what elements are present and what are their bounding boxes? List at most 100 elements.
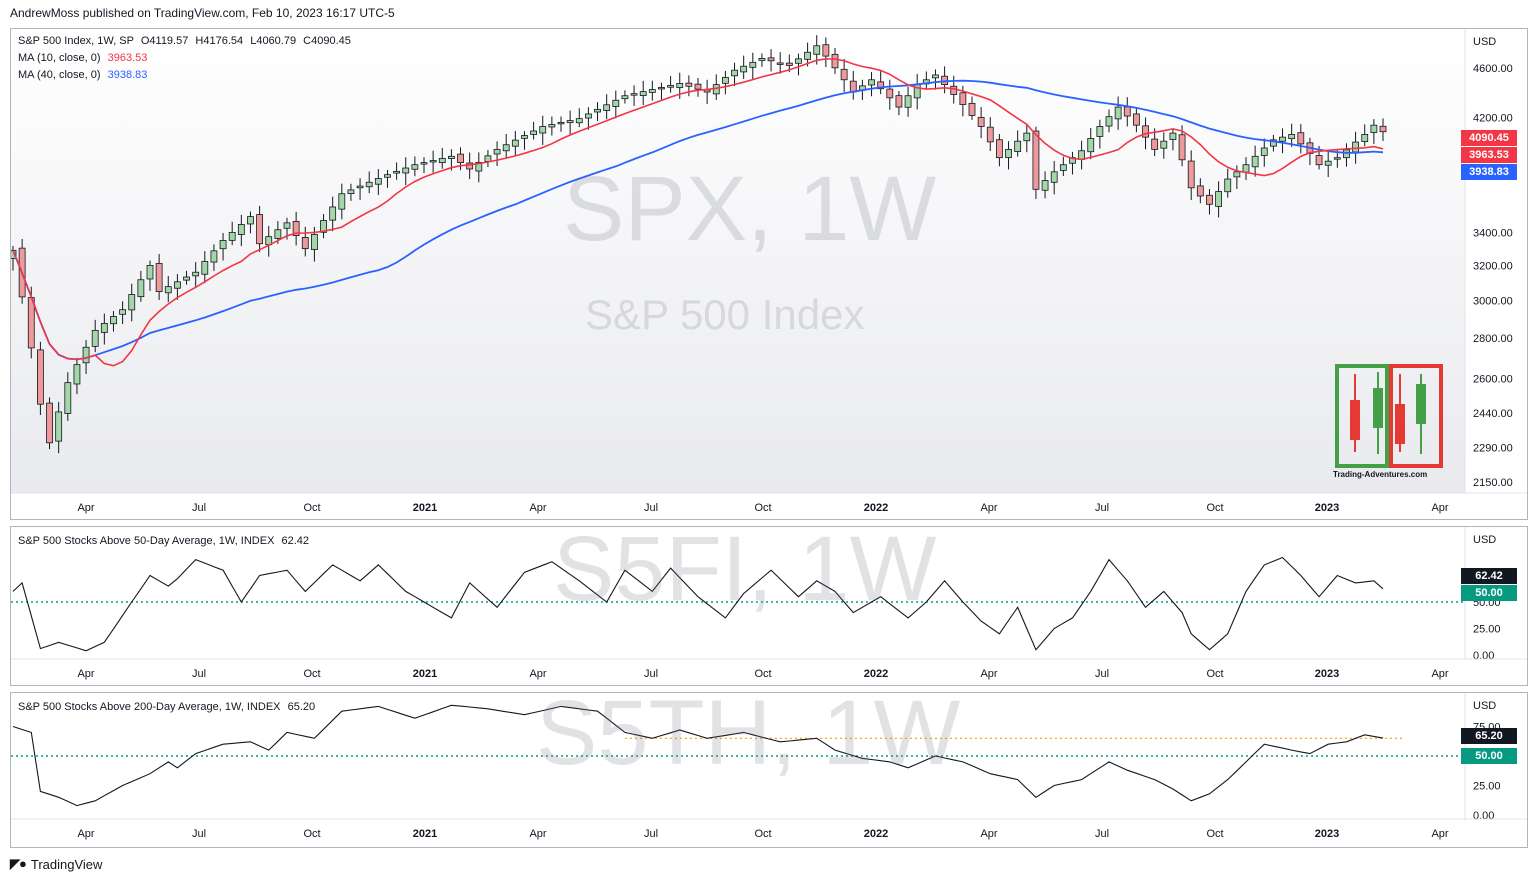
price-tick-label: 4200.00 (1473, 112, 1513, 124)
candle-up (758, 58, 766, 61)
candle-up (1260, 147, 1268, 156)
time-tick-label: Jul (644, 502, 658, 514)
candle-up (447, 155, 455, 159)
candle-up (1251, 155, 1259, 168)
candle-up (813, 45, 821, 55)
legend-high: H4176.54 (195, 35, 244, 47)
ma40-line (12, 79, 1384, 361)
candle-up (274, 229, 282, 239)
candlestick-chart[interactable]: USD 4600.00 4200.00 3400.00 3200.00 3000.00 28… (11, 29, 1527, 519)
name-watermark: S&P 500 Index (585, 291, 865, 338)
candle-down (886, 88, 894, 99)
candle-up (740, 65, 748, 73)
candle-up (1370, 124, 1378, 133)
price-tick-label: 4600.00 (1473, 63, 1513, 75)
candle-up (100, 322, 108, 333)
time-tick-label: Apr (77, 502, 94, 514)
tradingview-footer[interactable]: ◤● TradingView (10, 856, 102, 872)
candle-down (1206, 194, 1213, 205)
s5fi-line-chart[interactable]: USD75.0050.0025.000.00AprJulOct2021AprJu… (11, 527, 1527, 685)
time-tick-label: Oct (303, 668, 320, 680)
candle-up (594, 108, 601, 113)
time-tick-label: Apr (980, 502, 997, 514)
time-tick-label: 2022 (864, 502, 888, 514)
candle-up (91, 329, 99, 347)
candle-down (1196, 185, 1204, 197)
candle-up (11, 249, 17, 259)
s5th-panel[interactable]: S5TH, 1W USD75.0050.0025.000.00AprJulOct… (10, 692, 1528, 848)
time-tick-label: Apr (1431, 668, 1448, 680)
legend-ma10-value: 3963.53 (107, 52, 148, 64)
candle-up (548, 124, 556, 128)
candle-up (438, 157, 446, 164)
ma10-line (12, 58, 1384, 367)
s5th-line-chart[interactable]: USD75.0050.0025.000.00AprJulOct2021AprJu… (11, 693, 1527, 847)
price-tick-label: 2440.00 (1473, 408, 1513, 420)
s5th-legend: S&P 500 Stocks Above 200-Day Average, 1W… (18, 699, 315, 716)
candle-up (630, 93, 638, 96)
candle-up (804, 51, 811, 60)
y-tick-label: 25.00 (1473, 624, 1501, 636)
time-tick-label: Jul (192, 502, 206, 514)
s5fi-panel[interactable]: S5FI, 1W USD75.0050.0025.000.00AprJulOct… (10, 526, 1528, 686)
spx-price-panel[interactable]: SPX, 1W S&P 500 Index USD 4600.00 4200.00 3… (10, 28, 1528, 520)
time-tick-label: Apr (1431, 502, 1448, 514)
price-tick-label: 2150.00 (1473, 477, 1513, 489)
time-tick-label: Apr (1431, 828, 1448, 840)
candle-down (767, 57, 775, 62)
time-tick-label: Oct (303, 828, 320, 840)
candle-up (347, 189, 355, 195)
time-tick-label: Jul (1095, 828, 1109, 840)
candle-up (1215, 191, 1222, 207)
close-price-tag: 4090.45 (1461, 130, 1517, 146)
candle-up (1050, 171, 1058, 183)
candle-down (1133, 113, 1140, 126)
candle-up (795, 58, 802, 64)
candle-up (484, 155, 492, 162)
candle-up (1169, 132, 1177, 140)
legend-low: L4060.79 (250, 35, 297, 47)
time-tick-label: Oct (754, 828, 771, 840)
candle-down (466, 162, 474, 170)
candle-down (895, 95, 903, 108)
candle-down (996, 139, 1003, 159)
candle-up (320, 220, 327, 233)
time-tick-label: Jul (644, 828, 658, 840)
candle-down (1379, 125, 1387, 133)
candle-up (1279, 136, 1286, 142)
currency-label: USD (1473, 700, 1496, 712)
legend-ohlc-row: S&P 500 Index, 1W, SP O4119.57 H4176.54 … (18, 33, 351, 50)
currency-label: USD (1473, 534, 1496, 546)
time-tick-label: Apr (529, 828, 546, 840)
candle-up (338, 193, 346, 210)
time-tick-label: Jul (1095, 502, 1109, 514)
tradingview-brand: TradingView (30, 856, 103, 872)
publish-info: AndrewMoss published on TradingView.com,… (10, 6, 395, 20)
time-tick-label: Jul (1095, 668, 1109, 680)
candle-down (557, 121, 565, 125)
candle-up (1059, 164, 1067, 171)
time-tick-label: Jul (644, 668, 658, 680)
candle-up (521, 135, 528, 139)
ma10-price-tag: 3963.53 (1461, 147, 1517, 163)
candle-up (868, 79, 875, 86)
price-tick-label: 3000.00 (1473, 296, 1513, 308)
candle-up (1096, 126, 1104, 137)
candle-up (1343, 149, 1350, 159)
candle-up (539, 126, 547, 134)
candle-up (173, 281, 181, 289)
candle-up (183, 276, 190, 281)
legend-ma10-row[interactable]: MA (10, close, 0) 3963.53 (18, 50, 351, 67)
candle-up (146, 264, 154, 280)
candle-up (639, 91, 647, 96)
legend-ma40-row[interactable]: MA (40, close, 0) 3938.83 (18, 67, 351, 84)
candle-down (840, 68, 848, 81)
candle-up (932, 74, 939, 79)
candle-down (36, 349, 44, 405)
trading-adventures-logo (1335, 364, 1443, 484)
legend-title: S&P 500 Index, 1W, SP (18, 35, 134, 47)
candle-up (201, 261, 209, 275)
candle-up (1333, 157, 1341, 160)
candle-down (1297, 132, 1305, 145)
time-tick-label: Apr (529, 668, 546, 680)
